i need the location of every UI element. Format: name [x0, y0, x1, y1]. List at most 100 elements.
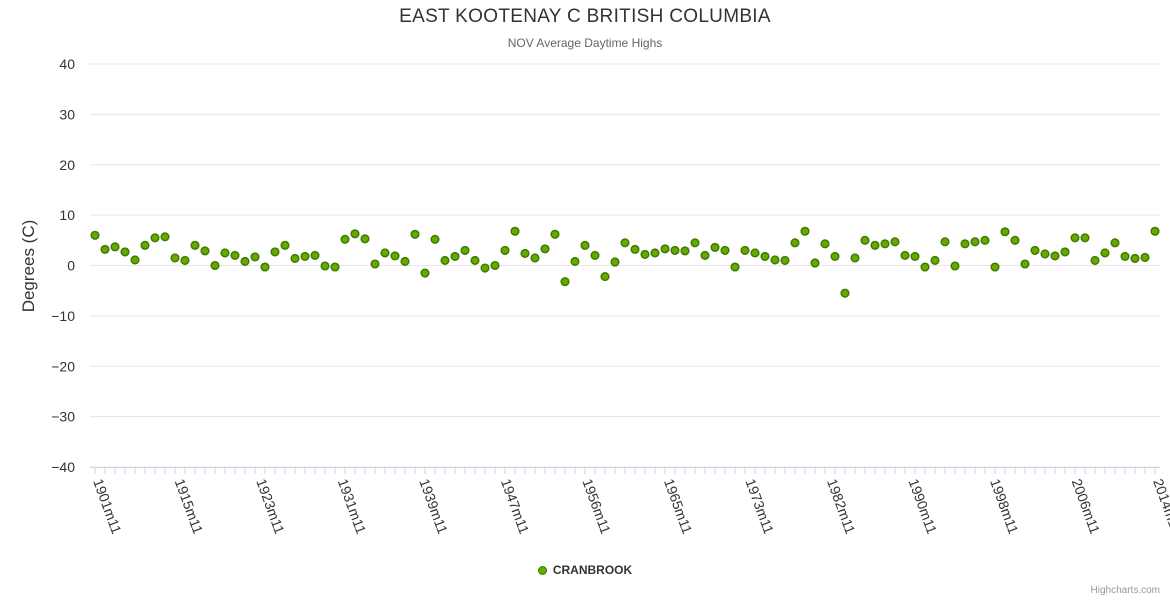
data-point[interactable]	[730, 262, 740, 272]
data-point[interactable]	[1090, 255, 1100, 266]
data-point[interactable]	[150, 233, 160, 243]
data-point[interactable]	[170, 253, 180, 263]
data-point[interactable]	[990, 262, 1000, 272]
data-point[interactable]	[110, 242, 120, 252]
data-point[interactable]	[90, 230, 100, 240]
data-point[interactable]	[760, 251, 770, 261]
data-point[interactable]	[720, 245, 730, 255]
data-point[interactable]	[610, 257, 620, 267]
data-point[interactable]	[190, 240, 200, 250]
data-point[interactable]	[230, 250, 240, 260]
data-point[interactable]	[370, 259, 380, 269]
data-point[interactable]	[600, 272, 610, 282]
data-point[interactable]	[660, 244, 670, 254]
data-point[interactable]	[310, 250, 320, 260]
data-point[interactable]	[850, 253, 860, 263]
data-point[interactable]	[460, 245, 470, 255]
data-point[interactable]	[340, 234, 350, 244]
data-point[interactable]	[920, 262, 930, 272]
data-point[interactable]	[900, 250, 910, 260]
data-point[interactable]	[830, 251, 840, 261]
data-point[interactable]	[1030, 245, 1040, 255]
data-point[interactable]	[180, 255, 190, 266]
data-point[interactable]	[890, 237, 900, 247]
data-point[interactable]	[430, 234, 440, 244]
data-point[interactable]	[1110, 238, 1120, 248]
data-point[interactable]	[750, 248, 760, 258]
data-point[interactable]	[380, 248, 390, 258]
data-point[interactable]	[450, 251, 460, 261]
data-point[interactable]	[320, 261, 330, 271]
data-point[interactable]	[530, 253, 540, 263]
data-point[interactable]	[390, 251, 400, 261]
data-point[interactable]	[560, 277, 570, 287]
data-point[interactable]	[240, 256, 250, 267]
data-point[interactable]	[1100, 248, 1110, 258]
data-point[interactable]	[590, 250, 600, 260]
data-point[interactable]	[200, 246, 210, 256]
data-point[interactable]	[910, 251, 920, 261]
data-point[interactable]	[1040, 249, 1050, 259]
data-point[interactable]	[1130, 253, 1140, 263]
data-point[interactable]	[440, 255, 450, 266]
data-point[interactable]	[870, 240, 880, 250]
data-point[interactable]	[500, 245, 510, 255]
data-point[interactable]	[290, 253, 300, 263]
data-point[interactable]	[810, 258, 820, 268]
data-point[interactable]	[350, 229, 360, 239]
data-point[interactable]	[280, 240, 290, 250]
data-point[interactable]	[1070, 233, 1080, 243]
data-point[interactable]	[790, 238, 800, 248]
data-point[interactable]	[270, 247, 280, 257]
data-point[interactable]	[670, 245, 680, 255]
data-point[interactable]	[780, 255, 790, 266]
data-point[interactable]	[580, 240, 590, 250]
data-point[interactable]	[490, 260, 500, 271]
data-point[interactable]	[1050, 251, 1060, 261]
data-point[interactable]	[620, 238, 630, 248]
data-point[interactable]	[480, 263, 490, 273]
data-point[interactable]	[260, 262, 270, 272]
data-point[interactable]	[650, 248, 660, 258]
credits-link[interactable]: Highcharts.com	[1090, 585, 1160, 596]
data-point[interactable]	[330, 262, 340, 272]
data-point[interactable]	[540, 244, 550, 254]
data-point[interactable]	[880, 239, 890, 249]
data-point[interactable]	[160, 232, 170, 242]
data-point[interactable]	[510, 226, 520, 236]
legend-item-cranbrook[interactable]: CRANBROOK	[537, 563, 632, 577]
data-point[interactable]	[100, 244, 110, 254]
data-point[interactable]	[960, 239, 970, 249]
data-point[interactable]	[1000, 227, 1010, 237]
data-point[interactable]	[1010, 235, 1020, 245]
data-point[interactable]	[300, 251, 310, 261]
data-point[interactable]	[970, 237, 980, 247]
data-point[interactable]	[520, 248, 530, 258]
data-point[interactable]	[470, 255, 480, 266]
data-point[interactable]	[630, 244, 640, 254]
data-point[interactable]	[360, 234, 370, 244]
data-point[interactable]	[950, 261, 960, 271]
data-point[interactable]	[860, 235, 870, 245]
data-point[interactable]	[210, 260, 220, 271]
data-point[interactable]	[250, 252, 260, 262]
data-point[interactable]	[130, 255, 140, 265]
data-point[interactable]	[140, 240, 150, 250]
data-point[interactable]	[930, 255, 940, 266]
data-point[interactable]	[400, 256, 410, 267]
data-point[interactable]	[1150, 226, 1160, 236]
data-point[interactable]	[770, 255, 780, 265]
data-point[interactable]	[800, 226, 810, 236]
data-point[interactable]	[570, 256, 580, 267]
data-point[interactable]	[710, 242, 720, 252]
data-point[interactable]	[1140, 252, 1150, 262]
data-point[interactable]	[820, 239, 830, 249]
data-point[interactable]	[690, 238, 700, 248]
data-point[interactable]	[410, 229, 420, 239]
data-point[interactable]	[1020, 259, 1030, 269]
data-point[interactable]	[120, 247, 130, 257]
data-point[interactable]	[220, 248, 230, 258]
data-point[interactable]	[550, 229, 560, 239]
data-point[interactable]	[420, 268, 430, 278]
data-point[interactable]	[640, 249, 650, 259]
